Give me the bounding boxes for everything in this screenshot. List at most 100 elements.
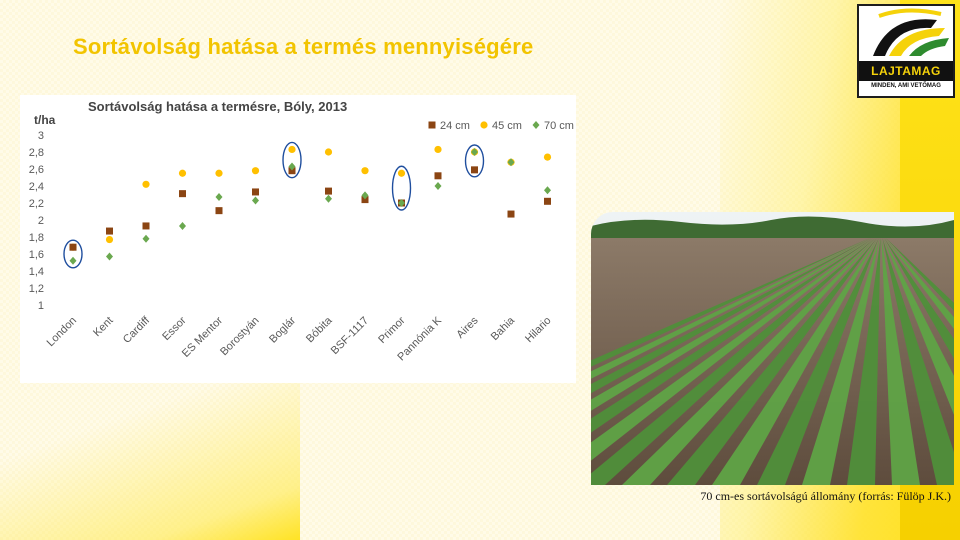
data-point bbox=[544, 186, 551, 195]
data-point bbox=[543, 153, 552, 161]
x-tick-label: Bóbita bbox=[304, 314, 335, 345]
data-point bbox=[398, 199, 405, 207]
lajtamag-logo: LAJTAMAG MINDEN, AMI VETŐMAG bbox=[857, 4, 955, 98]
x-tick-label: Cardiff bbox=[121, 314, 153, 346]
crop-row bbox=[667, 238, 877, 485]
data-point bbox=[251, 167, 260, 175]
data-point bbox=[434, 172, 442, 180]
series-70-cm bbox=[69, 148, 551, 265]
data-point bbox=[215, 193, 223, 202]
data-point bbox=[288, 167, 296, 175]
y-axis-ticks: 3 2,8 2,6 2,4 2,2 2 1,8 1,6 1,4 1,2 1 bbox=[29, 130, 44, 312]
y-tick-label: 1,4 bbox=[29, 266, 44, 278]
x-tick-label: Bahia bbox=[489, 314, 518, 343]
data-point bbox=[471, 148, 478, 156]
data-point bbox=[324, 148, 333, 156]
data-point bbox=[215, 169, 223, 177]
legend-marker bbox=[532, 121, 540, 129]
crop-row bbox=[591, 238, 872, 394]
crop-row bbox=[591, 238, 876, 485]
legend-label: 24 cm bbox=[440, 120, 470, 132]
series-24-cm bbox=[69, 166, 551, 251]
highlight-ring bbox=[391, 165, 412, 211]
x-tick-label: Hilario bbox=[523, 315, 554, 346]
x-tick-label: Boglár bbox=[267, 314, 298, 345]
y-tick-label: 2 bbox=[38, 215, 44, 227]
y-tick-label: 3 bbox=[38, 130, 44, 142]
crop-row bbox=[881, 238, 920, 485]
data-point bbox=[325, 194, 332, 203]
legend-item: 24 cm bbox=[428, 120, 470, 132]
data-point bbox=[178, 169, 187, 177]
legend-item: 45 cm bbox=[480, 120, 522, 132]
legend-marker bbox=[480, 121, 488, 129]
data-point bbox=[106, 252, 113, 261]
photo-caption: 70 cm-es sortávolságú állomány (forrás: … bbox=[700, 489, 951, 503]
highlight-rings bbox=[63, 141, 485, 269]
y-tick-label: 2,2 bbox=[29, 198, 44, 210]
y-axis-label: t/ha bbox=[34, 113, 56, 127]
highlight-ring bbox=[464, 144, 485, 178]
y-tick-label: 1,6 bbox=[29, 249, 44, 261]
data-point bbox=[179, 190, 186, 198]
data-point bbox=[252, 188, 259, 196]
y-tick-label: 1,8 bbox=[29, 232, 44, 244]
data-point bbox=[361, 196, 369, 204]
yield-scatter-chart: Sortávolság hatása a termésre, Bóly, 201… bbox=[29, 99, 574, 363]
data-point bbox=[142, 234, 150, 243]
highlight-ring bbox=[282, 141, 302, 179]
data-point bbox=[106, 227, 113, 235]
crop-row bbox=[886, 238, 954, 311]
background-decoration-bottom-left bbox=[0, 380, 300, 540]
data-point bbox=[69, 256, 77, 265]
crop-row bbox=[591, 238, 873, 411]
crop-row bbox=[847, 238, 881, 485]
x-tick-label: Primor bbox=[376, 314, 408, 346]
data-point bbox=[252, 196, 259, 205]
y-tick-label: 1 bbox=[38, 300, 44, 312]
data-point bbox=[69, 243, 77, 251]
x-tick-label: BSF-1117 bbox=[329, 315, 371, 357]
legend-label: 70 cm bbox=[544, 120, 574, 132]
y-tick-label: 2,6 bbox=[29, 164, 44, 176]
x-tick-label: Aires bbox=[454, 314, 481, 341]
legend-marker bbox=[428, 121, 436, 129]
highlight-ring bbox=[63, 239, 83, 269]
soybean-field-photo bbox=[591, 212, 954, 485]
x-tick-label: Kent bbox=[91, 315, 115, 339]
data-point bbox=[544, 197, 551, 205]
data-point bbox=[507, 158, 515, 167]
data-point bbox=[361, 167, 369, 175]
y-tick-label: 1,2 bbox=[29, 283, 44, 295]
data-point bbox=[105, 235, 114, 244]
y-tick-label: 2,4 bbox=[29, 181, 44, 193]
crop-row bbox=[882, 238, 954, 485]
crop-row bbox=[622, 238, 877, 485]
logo-emblem-icon bbox=[873, 8, 949, 56]
chart-title: Sortávolság hatása a termésre, Bóly, 201… bbox=[88, 99, 347, 114]
crop-row bbox=[757, 238, 879, 485]
series-45-cm bbox=[69, 145, 552, 251]
crop-row bbox=[885, 238, 954, 330]
data-point bbox=[434, 182, 442, 190]
data-point bbox=[434, 145, 442, 154]
x-tick-label: Essor bbox=[160, 314, 189, 343]
chart-panel: Sortávolság hatása a termésre, Bóly, 201… bbox=[20, 95, 576, 383]
logo-slogan: MINDEN, AMI VETŐMAG bbox=[871, 83, 941, 89]
x-tick-label: London bbox=[45, 315, 79, 349]
legend-item: 70 cm bbox=[532, 120, 574, 132]
x-tick-label: Borostyán bbox=[218, 315, 262, 359]
data-point bbox=[179, 221, 186, 230]
data-point bbox=[142, 222, 150, 230]
data-point bbox=[361, 191, 369, 200]
data-point bbox=[142, 180, 150, 188]
data-point bbox=[288, 145, 296, 154]
data-point bbox=[288, 162, 296, 171]
y-tick-label: 2,8 bbox=[29, 147, 44, 159]
crop-row bbox=[591, 238, 874, 433]
data-point bbox=[471, 166, 478, 174]
data-point bbox=[325, 187, 332, 195]
data-point bbox=[397, 169, 406, 177]
chart-legend: 24 cm 45 cm 70 cm bbox=[428, 120, 574, 132]
